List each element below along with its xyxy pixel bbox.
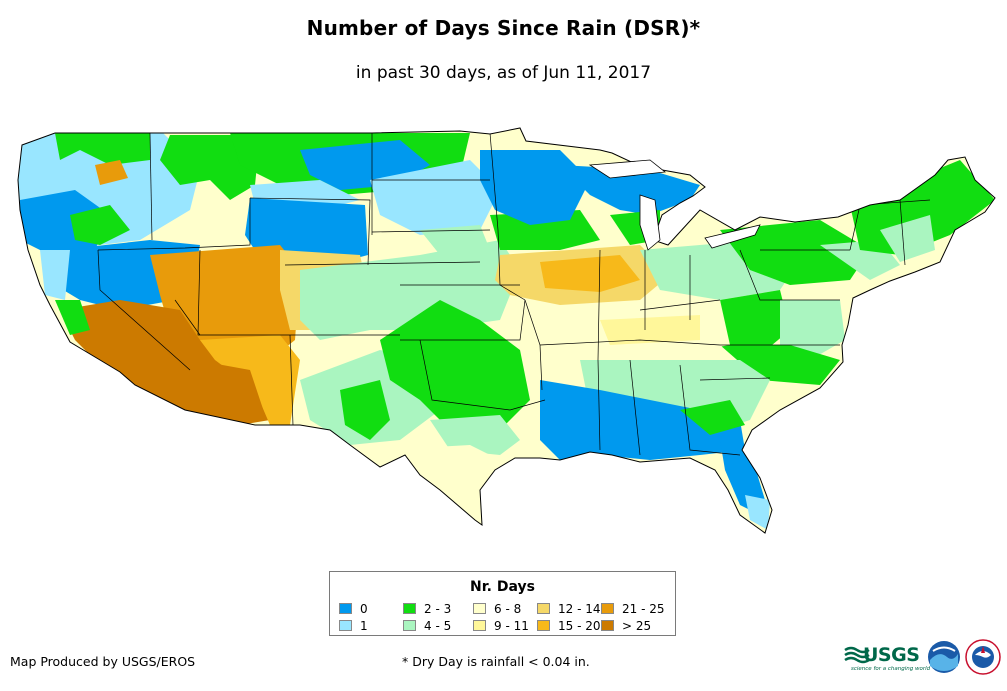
legend-item-21-25: 21 - 25 xyxy=(601,602,665,616)
zone-gt25-az-center xyxy=(195,360,265,420)
lake-erie xyxy=(704,224,761,249)
legend-swatch-9-11 xyxy=(473,620,486,631)
zone-2-3-nc xyxy=(720,345,840,385)
map-subtitle: in past 30 days, as of Jun 11, 2017 xyxy=(355,63,652,83)
zone-2-3-ca-coast xyxy=(55,300,90,335)
zone-9-11-ky xyxy=(600,315,700,345)
zone-1-fl-south xyxy=(745,495,770,530)
zone-2-3-id xyxy=(160,135,260,200)
legend-item-1: 1 xyxy=(339,619,368,633)
usgs-tagline: science for a changing world xyxy=(851,666,931,672)
zone-0-fl xyxy=(720,440,765,515)
map-title: Number of Days Since Rain (DSR)* xyxy=(306,16,701,40)
legend-swatch-gt-25 xyxy=(601,620,614,631)
zone-2-3-wa xyxy=(55,133,150,165)
zone-21-25-wa-spot xyxy=(95,160,128,185)
zone-0-gulf xyxy=(540,380,745,460)
usgs-wordmark: USGS xyxy=(863,644,920,666)
zone-6-8-tx-s xyxy=(380,445,500,520)
zone-15-20-ia-il xyxy=(540,255,640,292)
usgs-logo-icon xyxy=(844,646,870,664)
zone-2-3-mn-wi xyxy=(490,210,600,250)
legend-item-9-11: 9 - 11 xyxy=(473,619,529,633)
legend-item-6-8: 6 - 8 xyxy=(473,602,521,616)
zone-2-3-or xyxy=(70,205,130,245)
zone-2-3-appalachia xyxy=(720,290,790,355)
zone-0-wi-mi xyxy=(560,165,700,215)
legend-item-4-5: 4 - 5 xyxy=(403,619,451,633)
zone-0-mn xyxy=(480,150,590,225)
legend-item-2-3: 2 - 3 xyxy=(403,602,451,616)
legend-swatch-0 xyxy=(339,603,352,614)
legend-swatch-2-3 xyxy=(403,603,416,614)
footnote: * Dry Day is rainfall < 0.04 in. xyxy=(402,654,590,669)
legend-item-15-20: 15 - 20 xyxy=(537,619,601,633)
zone-1-nd xyxy=(370,160,500,235)
zone-2-3-pa-ny xyxy=(720,220,870,285)
noaa-logo-icon xyxy=(928,641,960,673)
legend-swatch-1 xyxy=(339,620,352,631)
zone-2-3-tx-n xyxy=(340,380,390,440)
legend-swatch-15-20 xyxy=(537,620,550,631)
lake-superior xyxy=(588,159,667,179)
zone-4-5-tx xyxy=(430,415,520,455)
agency-logos: USGS science for a changing world xyxy=(843,639,1003,680)
legend-swatch-21-25 xyxy=(601,603,614,614)
state-borders xyxy=(97,132,931,456)
zone-1-nv xyxy=(40,250,70,300)
legend: Nr. Days 0 1 2 - 3 4 - 5 6 - 8 9 - 11 12… xyxy=(329,571,676,636)
legend-swatch-6-8 xyxy=(473,603,486,614)
legend-swatch-12-14 xyxy=(537,603,550,614)
legend-item-12-14: 12 - 14 xyxy=(537,602,601,616)
map-credit: Map Produced by USGS/EROS xyxy=(10,654,196,669)
legend-item-gt-25: > 25 xyxy=(601,619,651,633)
legend-item-0: 0 xyxy=(339,602,368,616)
nws-logo-icon xyxy=(965,639,1001,675)
zone-2-3-ok-tx xyxy=(380,300,530,440)
legend-swatch-4-5 xyxy=(403,620,416,631)
zone-2-3-ga xyxy=(680,400,745,435)
legend-title: Nr. Days xyxy=(470,579,535,595)
zone-4-5-ne xyxy=(880,215,935,262)
lake-michigan xyxy=(639,194,661,251)
